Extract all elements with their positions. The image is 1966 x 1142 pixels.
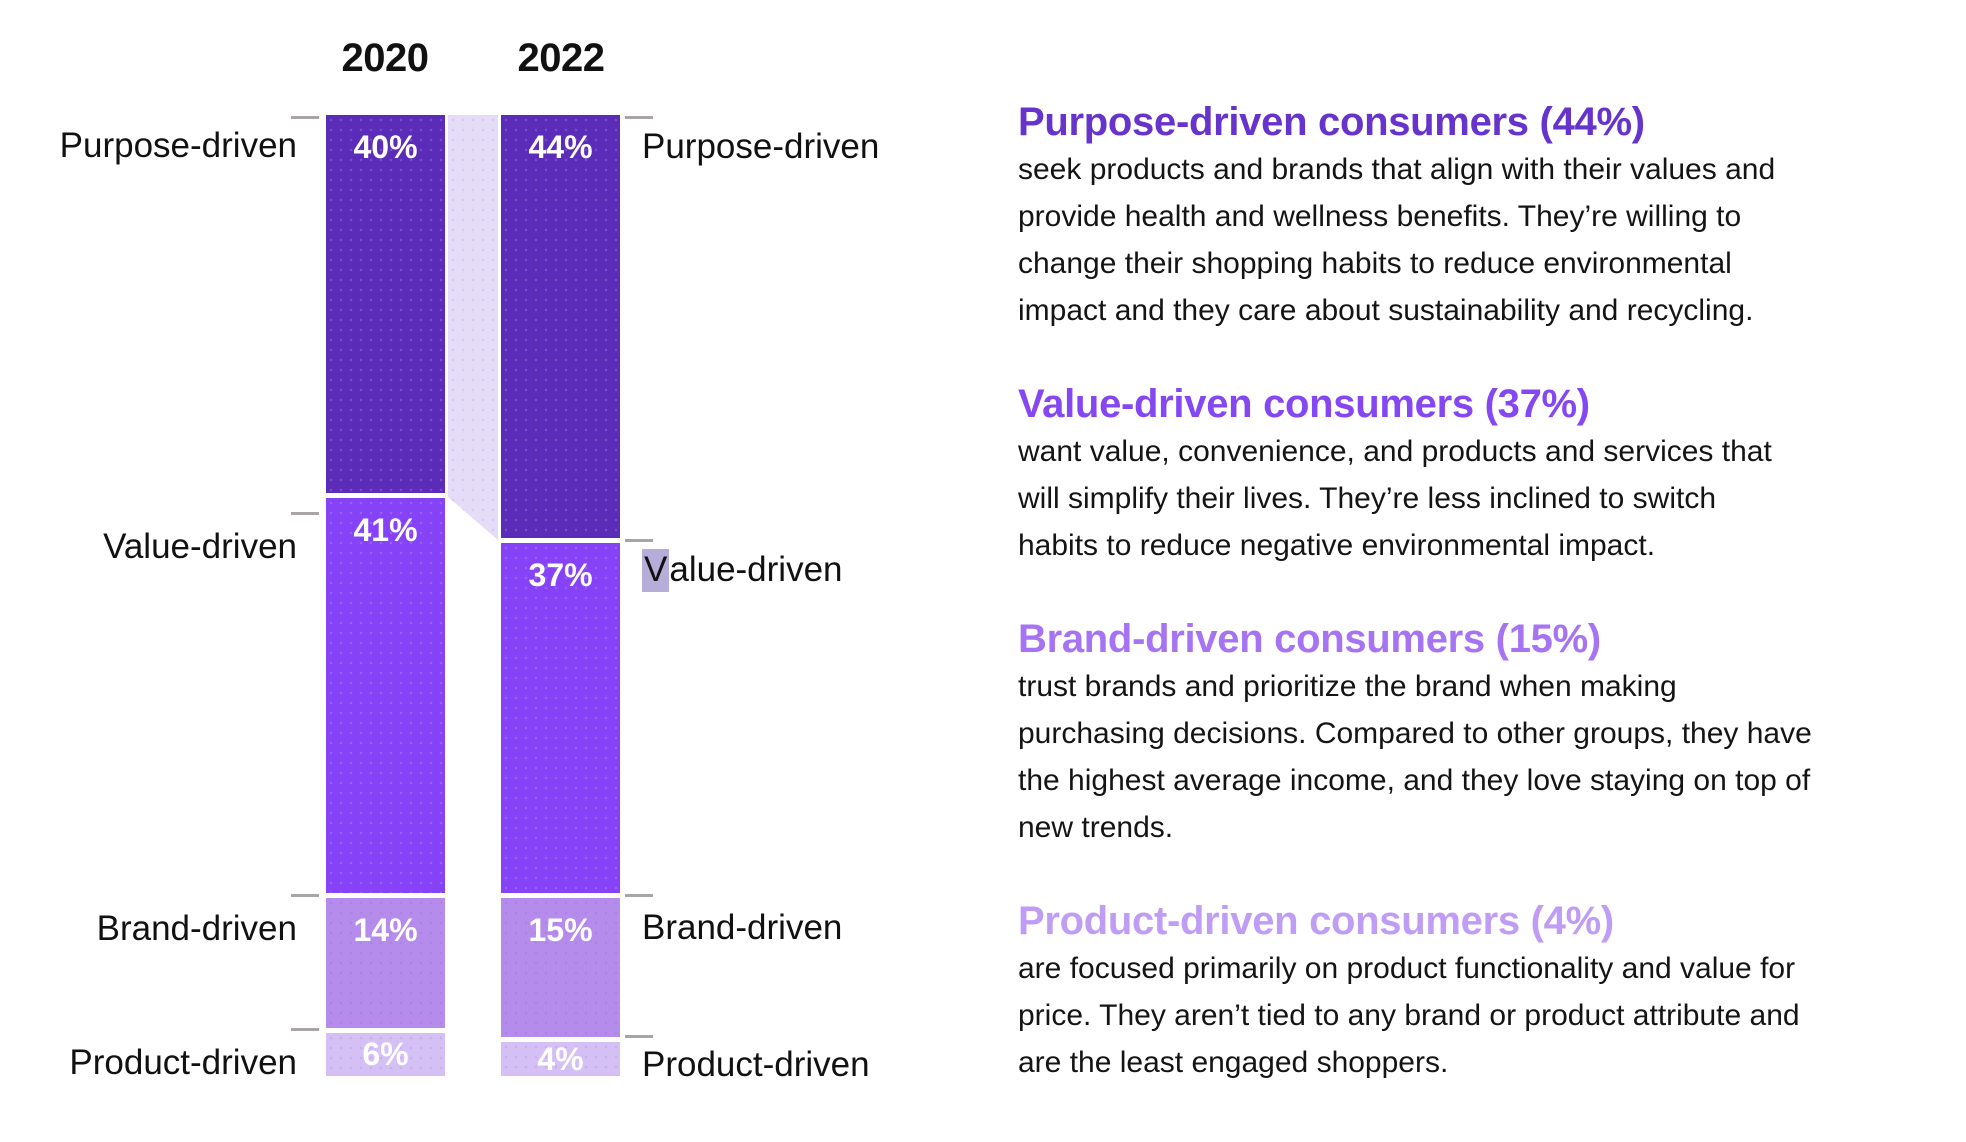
bar-2022-brand-value: 15% bbox=[528, 912, 593, 948]
bar-2022-product-value: 4% bbox=[537, 1042, 584, 1076]
panel-body-value: want value, convenience, and products an… bbox=[1018, 435, 1772, 562]
bar-2022-segment-value: 37% bbox=[501, 543, 620, 893]
panel-heading-purpose: Purpose-driven consumers (44%) bbox=[1018, 100, 1645, 144]
bar-2020-segment-purpose: 40% bbox=[326, 115, 445, 493]
bar-2020: 40% 41% 14% 6% bbox=[326, 115, 445, 1076]
bar-2020-segment-value: 41% bbox=[326, 498, 445, 893]
bar-2022-segment-purpose: 44% bbox=[501, 115, 620, 538]
row-label-left-product: Product-driven bbox=[69, 1043, 297, 1082]
bar-2020-segment-product: 6% bbox=[326, 1033, 445, 1076]
bar-2020-product-value: 6% bbox=[362, 1036, 409, 1072]
bar-2022-value-value: 37% bbox=[528, 557, 593, 593]
row-label-right-product: Product-driven bbox=[642, 1045, 870, 1084]
year-header-2020: 2020 bbox=[341, 36, 429, 80]
panel-body-purpose: seek products and brands that align with… bbox=[1018, 153, 1776, 327]
row-label-right-value: Value-driven bbox=[642, 548, 843, 592]
panel-heading-brand: Brand-driven consumers (15%) bbox=[1018, 617, 1601, 661]
bar-2020-value-value: 41% bbox=[353, 512, 418, 548]
tick-left-purpose bbox=[291, 116, 319, 119]
row-label-left-brand: Brand-driven bbox=[96, 909, 297, 948]
tick-left-value bbox=[291, 512, 319, 515]
tick-right-brand bbox=[625, 894, 653, 897]
description-panels: Purpose-driven consumers (44%) seek prod… bbox=[1018, 98, 1898, 1086]
bar-2020-segment-brand: 14% bbox=[326, 898, 445, 1028]
row-label-left-value: Value-driven bbox=[103, 527, 297, 566]
row-label-right-brand: Brand-driven bbox=[642, 908, 843, 947]
row-label-right-purpose: Purpose-driven bbox=[642, 127, 880, 166]
bar-2022-purpose-value: 44% bbox=[528, 129, 593, 165]
row-label-right-value-rest: alue-driven bbox=[669, 550, 843, 589]
tick-right-product bbox=[625, 1035, 653, 1038]
bar-2022-segment-brand: 15% bbox=[501, 898, 620, 1037]
year-header-2022: 2022 bbox=[517, 36, 605, 80]
panel-body-product: are focused primarily on product functio… bbox=[1018, 952, 1800, 1079]
row-label-left-purpose: Purpose-driven bbox=[59, 126, 297, 165]
tick-left-product bbox=[291, 1028, 319, 1031]
panel-heading-value: Value-driven consumers (37%) bbox=[1018, 382, 1590, 426]
bar-2022: 44% 37% 15% 4% bbox=[501, 115, 620, 1076]
selected-text-highlight: V bbox=[642, 549, 670, 592]
tick-right-purpose bbox=[625, 116, 653, 119]
tick-left-brand bbox=[291, 894, 319, 897]
bar-2022-segment-product: 4% bbox=[501, 1042, 620, 1076]
bar-2020-purpose-value: 40% bbox=[353, 129, 418, 165]
panel-body-brand: trust brands and prioritize the brand wh… bbox=[1018, 670, 1812, 844]
tick-right-value bbox=[625, 539, 653, 542]
panel-heading-product: Product-driven consumers (4%) bbox=[1018, 899, 1614, 943]
bar-2020-brand-value: 14% bbox=[353, 912, 418, 948]
purpose-flow-connector bbox=[448, 115, 498, 540]
